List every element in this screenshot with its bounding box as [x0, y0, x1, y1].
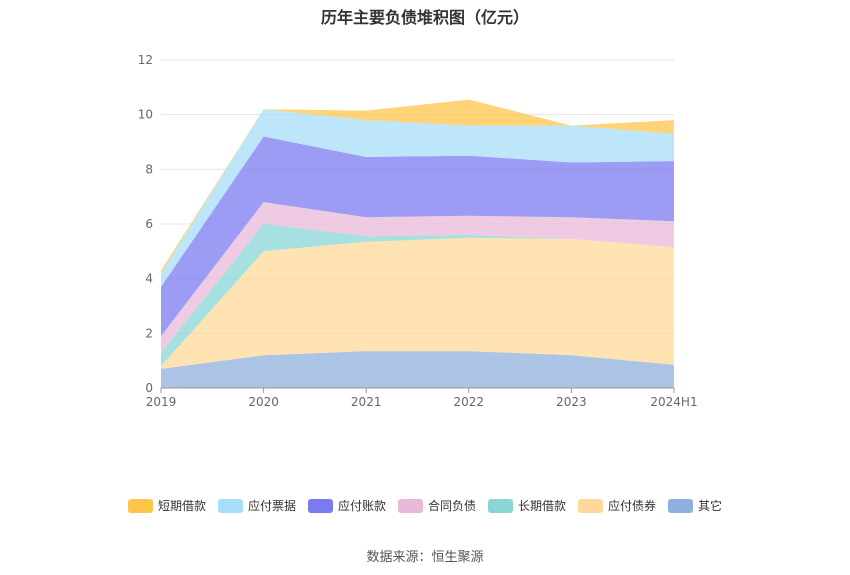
legend-label: 应付债券: [608, 499, 657, 513]
legend-item[interactable]: 合同负债: [397, 497, 476, 514]
legend-label: 应付账款: [337, 499, 386, 513]
x-tick-label: 2021: [351, 395, 382, 409]
legend-label: 其它: [698, 499, 723, 513]
x-tick-label: 2024H1: [650, 395, 697, 409]
legend-swatch: [127, 498, 153, 513]
legend-swatch: [307, 498, 333, 513]
y-tick-label: 10: [138, 108, 153, 122]
legend-label: 合同负债: [427, 499, 476, 513]
legend-swatch: [578, 498, 604, 513]
y-tick-label: 12: [138, 53, 153, 67]
area-series-1: [161, 237, 674, 369]
legend-swatch: [668, 498, 694, 513]
legend-item[interactable]: 应付债券: [578, 497, 656, 514]
legend-item[interactable]: 其它: [668, 497, 722, 514]
chart-title: 历年主要负债堆积图（亿元）: [320, 8, 529, 27]
x-tick-label: 2022: [454, 395, 485, 409]
legend-label: 应付票据: [247, 499, 296, 513]
x-tick-label: 2019: [146, 395, 177, 409]
area-series-4: [161, 136, 674, 337]
area-series-3: [161, 202, 674, 353]
y-tick-label: 6: [145, 217, 153, 231]
legend-item[interactable]: 应付票据: [217, 497, 296, 514]
area-series-0: [161, 351, 674, 388]
y-tick-label: 2: [145, 326, 153, 340]
x-tick-label: 2023: [556, 395, 587, 409]
legend-label: 长期借款: [518, 499, 567, 513]
source-note: 数据来源：恒生聚源: [366, 550, 484, 565]
legend-item[interactable]: 长期借款: [488, 497, 566, 514]
x-tick-label: 2020: [248, 395, 279, 409]
y-tick-label: 4: [145, 272, 153, 286]
y-tick-label: 8: [145, 162, 153, 176]
legend-item[interactable]: 短期借款: [127, 497, 206, 514]
y-tick-label: 0: [145, 381, 153, 395]
axes: 0 2 4 6 8 10 12 2019 2020 2021 2022 2023 2024H1: [138, 53, 698, 409]
legend-label: 短期借款: [157, 499, 206, 513]
area-series: [161, 99, 674, 388]
area-series-5: [161, 109, 674, 287]
legend-item[interactable]: 应付账款: [307, 497, 386, 514]
legend-swatch: [217, 498, 243, 513]
legend-swatch: [397, 498, 423, 513]
legend: 短期借款 应付票据 应付账款 合同负债 长期借款 应付债券 其它: [0, 497, 850, 514]
legend-swatch: [488, 498, 513, 513]
